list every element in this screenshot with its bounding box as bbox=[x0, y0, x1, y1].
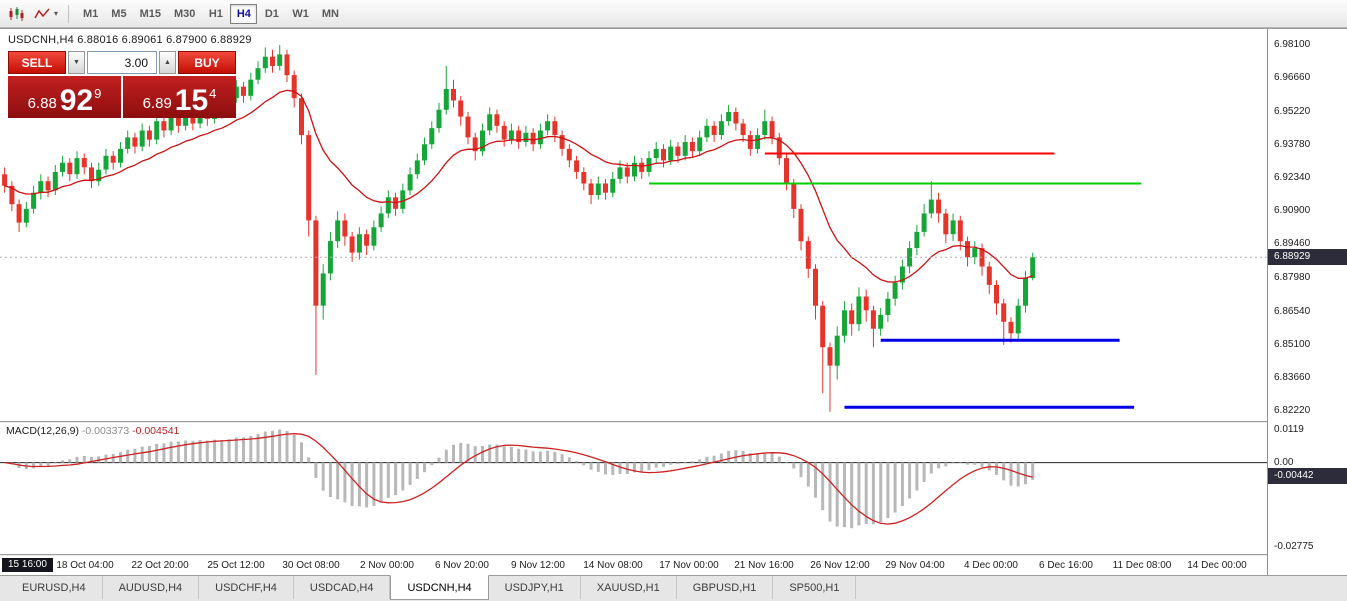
timeframe-button-m30[interactable]: M30 bbox=[168, 4, 201, 24]
buy-price-display[interactable]: 6.89 15 4 bbox=[123, 76, 236, 118]
price-axis-label: 6.95220 bbox=[1274, 106, 1311, 117]
time-highlight-badge: 15 16:00 bbox=[2, 558, 53, 572]
price-axis-label: 6.87980 bbox=[1274, 272, 1311, 283]
timeframe-button-w1[interactable]: W1 bbox=[286, 4, 315, 24]
macd-axis-label: -0.02775 bbox=[1274, 541, 1314, 552]
time-axis-label: 2 Nov 00:00 bbox=[360, 560, 414, 571]
price-axis-label: 6.98100 bbox=[1274, 39, 1311, 50]
tab-usdcnh-h4[interactable]: USDCNH,H4 bbox=[390, 575, 489, 600]
volume-input[interactable] bbox=[87, 51, 157, 74]
price-axis-label: 6.89460 bbox=[1274, 238, 1311, 249]
candlestick-chart-icon[interactable] bbox=[4, 3, 28, 25]
time-axis[interactable]: 15 16:00 18 Oct 04:00 22 Oct 20:00 25 Oct … bbox=[0, 556, 1267, 576]
volume-up-button[interactable]: ▲ bbox=[159, 51, 176, 74]
time-axis-label: 9 Nov 12:00 bbox=[511, 560, 565, 571]
time-axis-label: 6 Nov 20:00 bbox=[435, 560, 489, 571]
top-toolbar: ▾ M1 M5 M15 M30 H1 H4 D1 W1 MN bbox=[0, 0, 1347, 28]
timeframe-button-m15[interactable]: M15 bbox=[134, 4, 167, 24]
sell-price-pipette: 9 bbox=[94, 86, 102, 101]
one-click-trading-panel: SELL ▼ ▲ BUY 6.88 92 9 6.89 15 4 bbox=[8, 51, 236, 118]
macd-value-badge: -0.00442 bbox=[1268, 468, 1347, 484]
candlestick-chart bbox=[0, 45, 1267, 412]
time-axis-label: 14 Dec 00:00 bbox=[1187, 560, 1247, 571]
macd-indicator-label: MACD(12,26,9) -0.003373 -0.004541 bbox=[6, 425, 179, 437]
time-axis-label: 18 Oct 04:00 bbox=[56, 560, 114, 571]
timeframe-button-h1[interactable]: H1 bbox=[202, 4, 229, 24]
sell-price-display[interactable]: 6.88 92 9 bbox=[8, 76, 121, 118]
tab-usdcad-h4[interactable]: USDCAD,H4 bbox=[294, 576, 391, 599]
time-axis-label: 4 Dec 00:00 bbox=[964, 560, 1018, 571]
time-axis-label: 21 Nov 16:00 bbox=[734, 560, 794, 571]
timeframe-button-mn[interactable]: MN bbox=[316, 4, 345, 24]
toolbar-separator bbox=[68, 4, 70, 23]
time-axis-label: 14 Nov 08:00 bbox=[583, 560, 643, 571]
timeframe-button-m1[interactable]: M1 bbox=[77, 4, 104, 24]
price-axis-label: 6.96660 bbox=[1274, 72, 1311, 83]
macd-panel: MACD(12,26,9) -0.003373 -0.004541 bbox=[0, 423, 1267, 554]
price-axis-label: 6.86540 bbox=[1274, 306, 1311, 317]
price-axis-label: 6.90900 bbox=[1274, 205, 1311, 216]
timeframe-button-d1[interactable]: D1 bbox=[258, 4, 285, 24]
macd-main-value: -0.003373 bbox=[81, 425, 130, 437]
panel-splitter-bottom[interactable] bbox=[0, 554, 1347, 556]
sell-price-big-digits: 92 bbox=[59, 83, 94, 117]
time-axis-label: 25 Oct 12:00 bbox=[207, 560, 265, 571]
chart-tabs-bar: EURUSD,H4 AUDUSD,H4 USDCHF,H4 USDCAD,H4 USDC… bbox=[0, 575, 1347, 601]
buy-price-big-digits: 15 bbox=[174, 83, 209, 117]
tab-xauusd-h1[interactable]: XAUUSD,H1 bbox=[581, 576, 677, 599]
tab-sp500-h1[interactable]: SP500,H1 bbox=[773, 576, 857, 599]
sell-price-prefix: 6.88 bbox=[27, 95, 57, 112]
macd-signal-value: -0.004541 bbox=[132, 425, 180, 437]
macd-name: MACD(12,26,9) bbox=[6, 425, 79, 437]
buy-price-prefix: 6.89 bbox=[142, 95, 172, 112]
price-axis-label: 6.92340 bbox=[1274, 172, 1311, 183]
time-axis-label: 30 Oct 08:00 bbox=[282, 560, 340, 571]
timeframe-button-h4[interactable]: H4 bbox=[230, 3, 258, 24]
indicators-zigzag-icon[interactable] bbox=[30, 3, 54, 25]
time-axis-label: 22 Oct 20:00 bbox=[131, 560, 189, 571]
tab-eurusd-h4[interactable]: EURUSD,H4 bbox=[6, 576, 103, 599]
time-axis-label: 17 Nov 00:00 bbox=[659, 560, 719, 571]
buy-price-pipette: 4 bbox=[209, 86, 217, 101]
price-axis-label: 6.82220 bbox=[1274, 405, 1311, 416]
price-axis-label: 6.85100 bbox=[1274, 339, 1311, 350]
tab-gbpusd-h1[interactable]: GBPUSD,H1 bbox=[677, 576, 774, 599]
price-chart-panel: USDCNH,H4 6.88016 6.89061 6.87900 6.8892… bbox=[0, 29, 1267, 421]
timeframe-button-group: M1 M5 M15 M30 H1 H4 D1 W1 MN bbox=[77, 3, 345, 24]
current-price-badge: 6.88929 bbox=[1268, 249, 1347, 265]
chart-workspace: USDCNH,H4 6.88016 6.89061 6.87900 6.8892… bbox=[0, 28, 1347, 576]
sell-button[interactable]: SELL bbox=[8, 51, 66, 74]
tab-usdchf-h4[interactable]: USDCHF,H4 bbox=[199, 576, 294, 599]
volume-dropdown-button[interactable]: ▼ bbox=[68, 51, 85, 74]
timeframe-button-m5[interactable]: M5 bbox=[105, 4, 132, 24]
tab-audusd-h4[interactable]: AUDUSD,H4 bbox=[103, 576, 200, 599]
price-axis[interactable]: 6.88929 -0.00442 6.98100 6.96660 6.95220 6.… bbox=[1267, 29, 1347, 575]
price-axis-label: 6.83660 bbox=[1274, 372, 1311, 383]
macd-axis-label: 0.00 bbox=[1274, 457, 1294, 468]
price-axis-label: 6.93780 bbox=[1274, 139, 1311, 150]
macd-chart bbox=[0, 429, 1267, 529]
buy-button[interactable]: BUY bbox=[178, 51, 236, 74]
time-axis-label: 11 Dec 08:00 bbox=[1112, 560, 1172, 571]
time-axis-label: 29 Nov 04:00 bbox=[885, 560, 945, 571]
indicators-dropdown-caret-icon[interactable]: ▾ bbox=[54, 9, 59, 18]
chart-title: USDCNH,H4 6.88016 6.89061 6.87900 6.8892… bbox=[8, 34, 252, 46]
macd-axis-label: 0.0119 bbox=[1274, 424, 1304, 435]
time-axis-label: 6 Dec 16:00 bbox=[1039, 560, 1093, 571]
time-axis-label: 26 Nov 12:00 bbox=[810, 560, 870, 571]
tab-usdjpy-h1[interactable]: USDJPY,H1 bbox=[489, 576, 581, 599]
panel-splitter[interactable] bbox=[0, 421, 1347, 423]
